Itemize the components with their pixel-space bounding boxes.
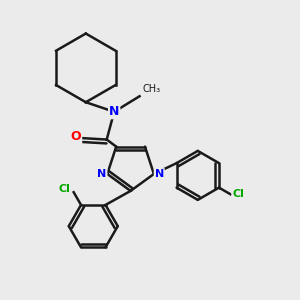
Text: O: O xyxy=(70,130,81,143)
Text: N: N xyxy=(154,169,164,179)
Text: N: N xyxy=(109,105,119,118)
Text: Cl: Cl xyxy=(59,184,71,194)
Text: CH₃: CH₃ xyxy=(142,84,161,94)
Text: N: N xyxy=(97,169,106,179)
Text: Cl: Cl xyxy=(232,189,244,200)
